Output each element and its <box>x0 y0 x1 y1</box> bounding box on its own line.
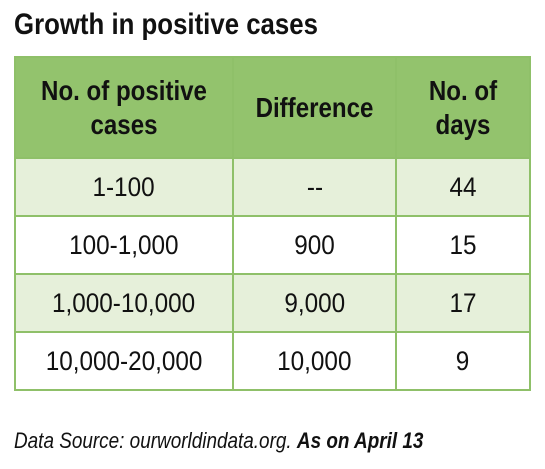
table-row: 100-1,000 900 15 <box>14 215 531 275</box>
cell-difference: 9,000 <box>232 273 397 333</box>
as-on-date: As on April 13 <box>296 428 424 453</box>
table-row: 1,000-10,000 9,000 17 <box>14 273 531 333</box>
cell-cases-range: 1-100 <box>14 157 234 217</box>
table-row: 1-100 -- 44 <box>14 157 531 217</box>
cell-days: 44 <box>395 157 531 217</box>
data-source-text: Data Source: ourworldindata.org. <box>14 428 292 453</box>
table-row: 10,000-20,000 10,000 9 <box>14 331 531 391</box>
cell-cases-range: 10,000-20,000 <box>14 331 234 391</box>
header-positive-cases: No. of positive cases <box>14 56 234 159</box>
cell-difference: 900 <box>232 215 397 275</box>
cell-difference: -- <box>232 157 397 217</box>
cell-cases-range: 100-1,000 <box>14 215 234 275</box>
cell-days: 9 <box>395 331 531 391</box>
data-source-note: Data Source: ourworldindata.org. As on A… <box>14 428 423 454</box>
cell-difference: 10,000 <box>232 331 397 391</box>
cell-cases-range: 1,000-10,000 <box>14 273 234 333</box>
header-days: No. of days <box>395 56 531 159</box>
cell-days: 17 <box>395 273 531 333</box>
growth-table: No. of positive cases Difference No. of … <box>14 56 531 391</box>
cell-days: 15 <box>395 215 531 275</box>
table-header-row: No. of positive cases Difference No. of … <box>14 56 531 159</box>
header-difference: Difference <box>232 56 397 159</box>
page-title: Growth in positive cases <box>14 8 318 41</box>
